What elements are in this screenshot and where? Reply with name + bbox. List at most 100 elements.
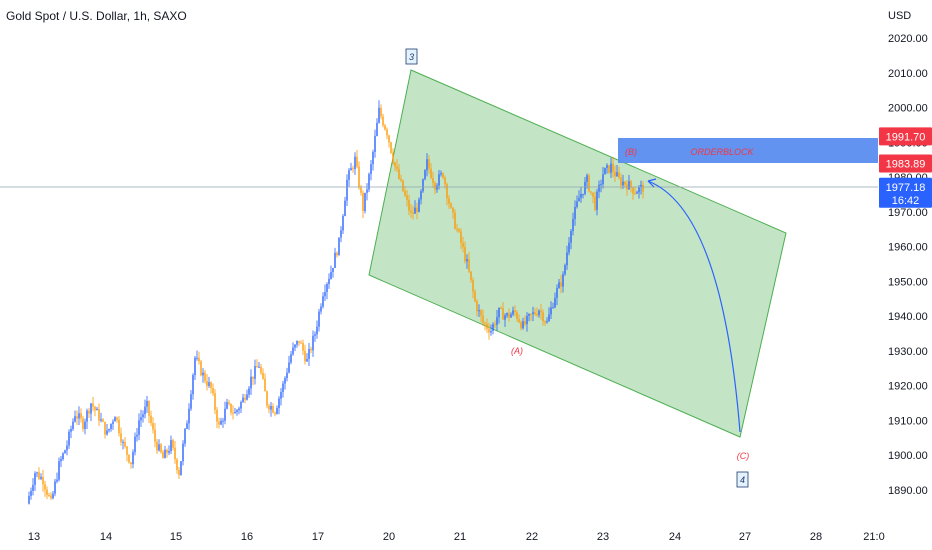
candle-body: [234, 412, 236, 414]
candle-body: [474, 291, 476, 302]
candle-body: [530, 313, 532, 315]
candle-body: [464, 247, 466, 262]
candle-body: [220, 420, 222, 425]
candle-body: [314, 334, 316, 336]
price-tag-countdown: 16:42: [892, 195, 920, 207]
candle-body: [628, 181, 630, 190]
candle-body: [402, 180, 404, 192]
candle-body: [462, 242, 464, 248]
candle-body: [610, 163, 612, 173]
y-tick-label: 1920.00: [888, 381, 928, 393]
candle-body: [142, 414, 144, 418]
candle-body: [158, 444, 160, 451]
candle-body: [134, 436, 136, 453]
candle-body: [354, 156, 356, 169]
candle-body: [418, 199, 420, 212]
candle-body: [348, 170, 350, 180]
candle-body: [260, 366, 262, 373]
candle-body: [478, 310, 480, 312]
candle-body: [56, 479, 58, 482]
candle-body: [374, 135, 376, 152]
candle-body: [390, 142, 392, 153]
candle-body: [360, 187, 362, 193]
candle-body: [584, 181, 586, 194]
x-axis[interactable]: 13 14 15 16 17 20 21 22 23 24 27 28 21:0: [28, 531, 885, 543]
candle-body: [480, 310, 482, 316]
projection-arrow[interactable]: [647, 180, 741, 433]
candle-body: [148, 400, 150, 416]
candle-body: [422, 179, 424, 192]
candle-body: [434, 182, 436, 190]
candle-body: [178, 470, 180, 476]
descending-channel[interactable]: [368, 69, 787, 438]
candle-body: [506, 313, 508, 316]
candle-body: [104, 421, 106, 435]
candle-body: [486, 323, 488, 329]
x-tick-label: 16: [241, 531, 253, 543]
y-tick-label: 1950.00: [888, 276, 928, 288]
candle-body: [304, 350, 306, 362]
candle-body: [532, 312, 534, 315]
candle-body: [270, 405, 272, 410]
candle-body: [488, 328, 490, 333]
candle-body: [150, 415, 152, 424]
candle-body: [466, 259, 468, 262]
y-axis[interactable]: USD 2020.002010.002000.001990.001980.001…: [888, 10, 928, 497]
wave-3-label: 3: [409, 52, 414, 62]
candle-body: [214, 393, 216, 410]
candle-body: [182, 443, 184, 462]
candle-body: [116, 417, 118, 420]
candle-body: [594, 196, 596, 210]
candle-body: [306, 358, 308, 362]
candle-body: [358, 166, 360, 188]
candle-body: [446, 184, 448, 199]
candle-body: [332, 267, 334, 272]
candle-body: [636, 192, 638, 194]
candle-body: [262, 372, 264, 379]
y-tick-label: 1890.00: [888, 485, 928, 497]
candle-body: [226, 402, 228, 409]
price-tag: [879, 154, 932, 173]
x-tick-label: 14: [100, 531, 112, 543]
candle-body: [274, 412, 276, 414]
candle-body: [562, 274, 564, 287]
y-tick-label: 1940.00: [888, 311, 928, 323]
y-tick-label: 2020.00: [888, 33, 928, 45]
candle-body: [174, 447, 176, 460]
candle-body: [316, 326, 318, 335]
candle-body: [166, 449, 168, 453]
candle-body: [608, 165, 610, 173]
candle-body: [364, 192, 366, 212]
candle-body: [516, 312, 518, 319]
candle-body: [308, 349, 310, 359]
y-tick-label: 2000.00: [888, 103, 928, 115]
candle-body: [102, 419, 104, 422]
candle-body: [376, 122, 378, 136]
candle-body: [576, 201, 578, 207]
candle-body: [384, 125, 386, 130]
x-tick-label: 13: [28, 531, 40, 543]
candle-body: [340, 230, 342, 238]
candle-body: [372, 151, 374, 165]
candle-body: [80, 413, 82, 419]
candle-body: [324, 291, 326, 297]
candle-body: [482, 315, 484, 323]
candle-body: [210, 382, 212, 389]
candle-body: [302, 343, 304, 351]
candle-body: [458, 229, 460, 232]
candle-body: [600, 184, 602, 186]
candle-body: [424, 170, 426, 180]
candle-body: [218, 421, 220, 425]
candle-body: [520, 322, 522, 329]
candle-body: [228, 402, 230, 404]
orderblock-zone[interactable]: [618, 138, 878, 163]
wave-c-label: (C): [737, 451, 750, 461]
x-tick-label: 21:0: [863, 531, 884, 543]
candle-body: [322, 296, 324, 307]
candle-body: [534, 312, 536, 315]
wave-b-label: (B): [625, 147, 637, 157]
candle-body: [640, 184, 642, 188]
candle-body: [550, 307, 552, 315]
